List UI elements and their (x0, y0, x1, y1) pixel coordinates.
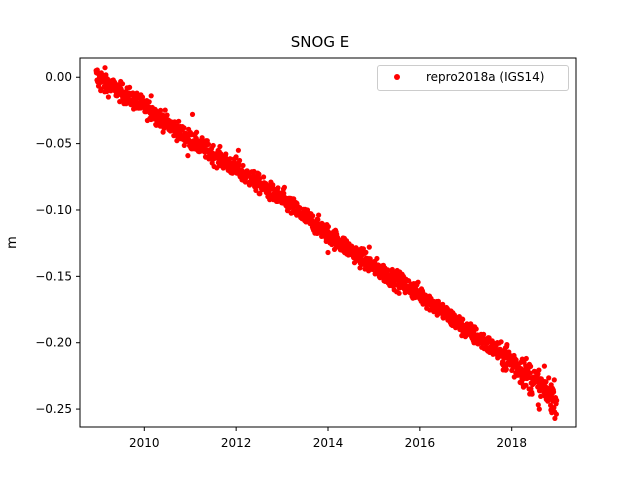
data-point (528, 363, 534, 369)
y-tick-label: −0.05 (35, 137, 72, 151)
data-point (536, 406, 542, 412)
data-point (529, 391, 535, 397)
data-point (310, 213, 316, 219)
legend-marker (394, 74, 400, 80)
data-point (374, 255, 380, 262)
data-point (158, 107, 164, 113)
data-point (363, 249, 369, 255)
x-tick-label: 2010 (129, 436, 160, 450)
data-point (217, 143, 223, 150)
data-point (105, 94, 111, 100)
x-tick-label: 2014 (313, 436, 344, 450)
data-point (506, 349, 512, 355)
data-point (205, 141, 212, 147)
data-point (139, 94, 146, 100)
data-point (102, 65, 108, 71)
data-point (473, 326, 479, 332)
data-point (554, 397, 560, 404)
data-point (281, 184, 287, 190)
data-point (498, 339, 504, 345)
y-tick-label: −0.15 (35, 269, 72, 283)
data-point (366, 244, 372, 250)
data-point (164, 112, 170, 118)
data-point (253, 187, 259, 193)
data-point (194, 129, 200, 135)
data-point (119, 81, 126, 87)
data-point (233, 154, 239, 160)
data-point (257, 191, 263, 197)
x-tick-label: 2018 (496, 436, 527, 450)
data-point (551, 389, 557, 395)
data-point (134, 90, 140, 96)
data-point (176, 118, 182, 124)
data-point (357, 265, 363, 271)
chart-title: SNOG E (290, 33, 350, 51)
data-point (146, 99, 152, 105)
y-tick-label: −0.25 (35, 402, 72, 416)
data-point (185, 153, 191, 159)
data-point (513, 357, 519, 363)
data-point (127, 84, 133, 90)
y-tick-label: −0.20 (35, 336, 72, 350)
data-point (223, 151, 229, 157)
data-point (396, 290, 402, 296)
data-point (460, 316, 466, 322)
data-point (504, 342, 510, 348)
data-point (523, 382, 529, 388)
data-point (552, 415, 558, 421)
data-point (172, 119, 178, 125)
data-point (261, 174, 267, 180)
data-point (435, 298, 441, 304)
data-point (325, 224, 331, 230)
data-point (270, 182, 276, 188)
data-point (314, 230, 320, 236)
data-point (181, 142, 187, 148)
data-point (481, 331, 487, 337)
data-point (148, 93, 154, 99)
data-point (256, 171, 262, 177)
data-point (189, 111, 196, 117)
data-point (543, 379, 549, 385)
y-tick-label: 0.00 (45, 70, 72, 84)
x-tick-label: 2016 (405, 436, 436, 450)
y-axis-label: m (4, 236, 20, 249)
data-point (535, 402, 541, 408)
data-point (503, 366, 509, 372)
data-point (181, 125, 187, 131)
data-point (523, 355, 529, 362)
data-point (415, 279, 421, 285)
data-point (235, 147, 241, 153)
data-point (538, 393, 544, 399)
x-tick-label: 2012 (221, 436, 252, 450)
data-point (527, 370, 533, 376)
data-point (551, 377, 557, 383)
data-point (385, 267, 391, 273)
legend: repro2018a (IGS14) (377, 65, 569, 91)
data-point (541, 363, 548, 369)
data-point (210, 142, 216, 149)
data-point (162, 107, 168, 113)
data-point (103, 72, 109, 78)
data-point (316, 212, 322, 218)
data-point (240, 162, 246, 169)
data-point (257, 175, 263, 182)
legend-label: repro2018a (IGS14) (426, 70, 545, 84)
data-point (535, 371, 541, 377)
data-point (325, 249, 331, 256)
data-point (330, 240, 336, 246)
data-point (237, 157, 243, 164)
y-tick-label: −0.10 (35, 203, 72, 217)
data-point (546, 375, 552, 381)
data-point (551, 405, 557, 411)
data-point (227, 156, 233, 162)
data-point (315, 217, 321, 223)
data-point (275, 185, 281, 191)
data-point (536, 367, 542, 373)
data-point (553, 411, 560, 417)
